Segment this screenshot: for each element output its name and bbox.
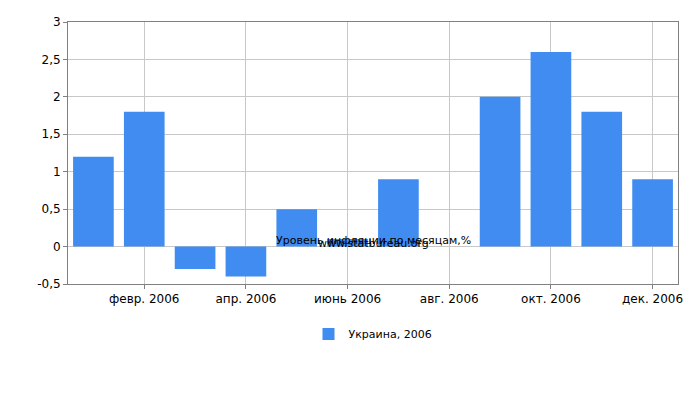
svg-text:0: 0 — [53, 240, 61, 254]
svg-text:2,5: 2,5 — [42, 53, 61, 67]
svg-text:3: 3 — [53, 15, 61, 29]
svg-text:1: 1 — [53, 165, 61, 179]
svg-text:авг. 2006: авг. 2006 — [420, 292, 479, 306]
svg-text:февр. 2006: февр. 2006 — [109, 292, 180, 306]
svg-text:июнь 2006: июнь 2006 — [314, 292, 381, 306]
svg-text:Уровень инфляции по месяцам,%: Уровень инфляции по месяцам,% — [276, 234, 471, 247]
svg-text:Украина, 2006: Украина, 2006 — [349, 328, 432, 341]
svg-text:-0,5: -0,5 — [37, 277, 60, 291]
svg-text:апр. 2006: апр. 2006 — [215, 292, 276, 306]
svg-text:1,5: 1,5 — [42, 127, 61, 141]
svg-text:0,5: 0,5 — [42, 202, 61, 216]
svg-text:2: 2 — [53, 90, 61, 104]
svg-text:дек. 2006: дек. 2006 — [622, 292, 683, 306]
svg-text:окт. 2006: окт. 2006 — [521, 292, 581, 306]
svg-text:www.statbureau.org: www.statbureau.org — [318, 237, 429, 250]
